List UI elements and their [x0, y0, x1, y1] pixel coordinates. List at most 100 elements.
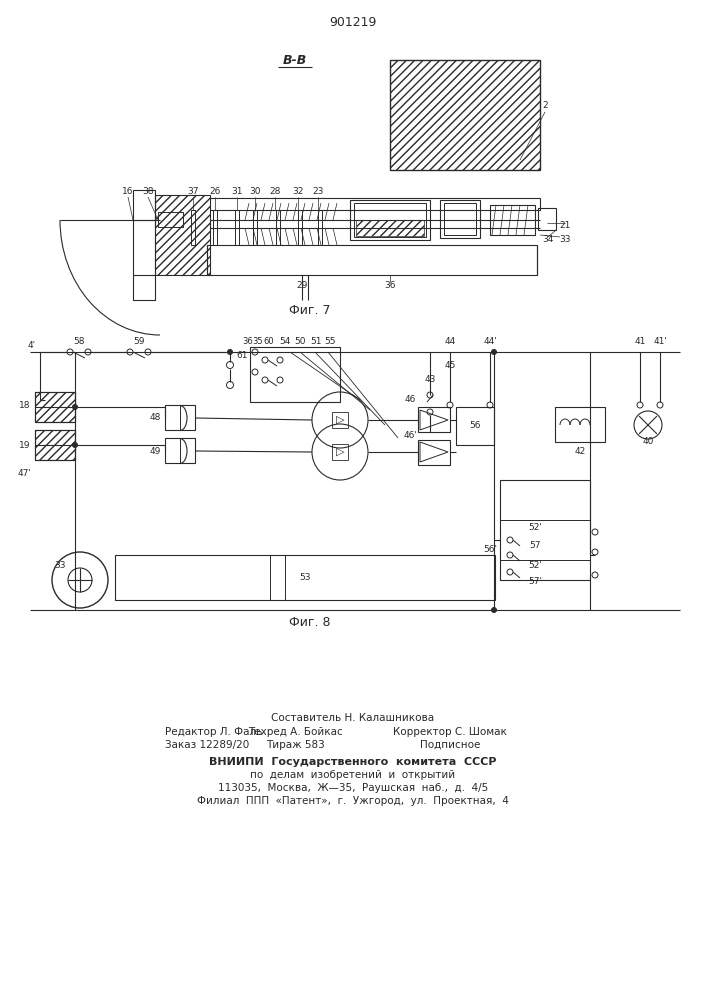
- Text: Заказ 12289/20: Заказ 12289/20: [165, 740, 250, 750]
- Bar: [133, 190, 155, 300]
- Text: 44': 44': [483, 338, 497, 347]
- Text: 56': 56': [483, 546, 497, 554]
- Text: ▷: ▷: [336, 415, 344, 425]
- Text: 40: 40: [643, 438, 654, 446]
- Text: 23: 23: [312, 188, 324, 196]
- Text: 26: 26: [209, 188, 221, 196]
- Bar: [155, 195, 210, 275]
- Text: 43: 43: [424, 375, 436, 384]
- Text: 901219: 901219: [329, 16, 377, 29]
- Bar: [35, 392, 75, 422]
- Bar: [35, 392, 75, 422]
- Text: B-B: B-B: [283, 53, 307, 66]
- Bar: [35, 430, 75, 460]
- Bar: [356, 220, 424, 236]
- Text: 41: 41: [634, 338, 645, 347]
- Text: 36: 36: [384, 280, 396, 290]
- Bar: [253, 210, 257, 245]
- Text: 113035,  Москва,  Ж—35,  Раушская  наб.,  д.  4/5: 113035, Москва, Ж—35, Раушская наб., д. …: [218, 783, 488, 793]
- Text: 61: 61: [236, 351, 247, 360]
- Bar: [418, 440, 450, 465]
- Text: 56: 56: [469, 420, 481, 430]
- Bar: [555, 407, 605, 442]
- Text: 33: 33: [54, 560, 66, 570]
- Text: 57': 57': [528, 578, 542, 586]
- Bar: [354, 203, 426, 237]
- Text: 54: 54: [279, 338, 291, 347]
- Circle shape: [73, 442, 78, 448]
- Bar: [207, 245, 537, 275]
- Text: 33: 33: [559, 235, 571, 244]
- Text: 38: 38: [142, 188, 153, 196]
- Bar: [500, 480, 590, 580]
- Bar: [115, 555, 495, 600]
- Text: 19: 19: [19, 440, 30, 450]
- Text: 2: 2: [542, 101, 548, 109]
- Bar: [35, 430, 75, 460]
- Circle shape: [73, 404, 78, 410]
- Text: 55: 55: [325, 338, 336, 347]
- Bar: [332, 444, 348, 460]
- Text: 59: 59: [133, 338, 145, 347]
- Text: 37: 37: [187, 188, 199, 196]
- Bar: [390, 60, 540, 170]
- Text: 32: 32: [292, 188, 304, 196]
- Circle shape: [491, 607, 496, 612]
- Circle shape: [228, 350, 233, 355]
- Text: 18: 18: [19, 400, 30, 410]
- Bar: [490, 205, 535, 235]
- Bar: [160, 198, 540, 210]
- Text: 49: 49: [149, 446, 160, 456]
- Bar: [418, 407, 450, 432]
- Text: ▷: ▷: [336, 447, 344, 457]
- Text: 58: 58: [74, 338, 85, 347]
- Text: Тираж 583: Тираж 583: [266, 740, 325, 750]
- Text: 53: 53: [299, 574, 311, 582]
- Bar: [444, 203, 476, 235]
- Text: 41': 41': [653, 338, 667, 347]
- Text: Фиг. 8: Фиг. 8: [289, 615, 331, 629]
- Bar: [276, 210, 280, 245]
- Text: 35: 35: [252, 338, 263, 347]
- Text: 57: 57: [530, 540, 541, 550]
- Text: 48: 48: [149, 414, 160, 422]
- Text: 60: 60: [264, 338, 274, 347]
- Text: Филиал  ППП  «Патент»,  г.  Ужгород,  ул.  Проектная,  4: Филиал ППП «Патент», г. Ужгород, ул. Про…: [197, 796, 509, 806]
- Text: Фиг. 7: Фиг. 7: [289, 304, 331, 316]
- Text: 36: 36: [243, 338, 253, 347]
- Text: 51: 51: [310, 338, 322, 347]
- Bar: [165, 438, 195, 463]
- Circle shape: [42, 397, 47, 402]
- Text: Подписное: Подписное: [420, 740, 480, 750]
- Text: по  делам  изобретений  и  открытий: по делам изобретений и открытий: [250, 770, 455, 780]
- Text: 16: 16: [122, 188, 134, 196]
- Text: 52': 52': [528, 524, 542, 532]
- Bar: [298, 210, 302, 245]
- Text: 47': 47': [18, 468, 32, 478]
- Bar: [456, 407, 494, 445]
- Bar: [538, 208, 556, 230]
- Bar: [440, 200, 480, 238]
- Text: 42: 42: [574, 448, 585, 456]
- Text: 4': 4': [28, 340, 36, 350]
- Text: 31: 31: [231, 188, 243, 196]
- Bar: [191, 210, 195, 245]
- Circle shape: [491, 350, 496, 355]
- Bar: [332, 412, 348, 428]
- Bar: [213, 210, 217, 245]
- Text: 52': 52': [528, 560, 542, 570]
- Text: 34: 34: [542, 235, 554, 244]
- Bar: [165, 405, 195, 430]
- Bar: [235, 210, 239, 245]
- Text: 46': 46': [403, 430, 417, 440]
- Text: Техред А. Бойкас: Техред А. Бойкас: [247, 727, 342, 737]
- Bar: [318, 210, 322, 245]
- Text: 30: 30: [250, 188, 261, 196]
- Text: Корректор С. Шомак: Корректор С. Шомак: [393, 727, 507, 737]
- Text: ВНИИПИ  Государственного  комитета  СССР: ВНИИПИ Государственного комитета СССР: [209, 757, 497, 767]
- Text: 44: 44: [445, 338, 455, 347]
- Text: Составитель Н. Калашникова: Составитель Н. Калашникова: [271, 713, 435, 723]
- Text: 21: 21: [559, 222, 571, 231]
- Bar: [250, 347, 340, 402]
- Text: Редактор Л. Фаль: Редактор Л. Фаль: [165, 727, 262, 737]
